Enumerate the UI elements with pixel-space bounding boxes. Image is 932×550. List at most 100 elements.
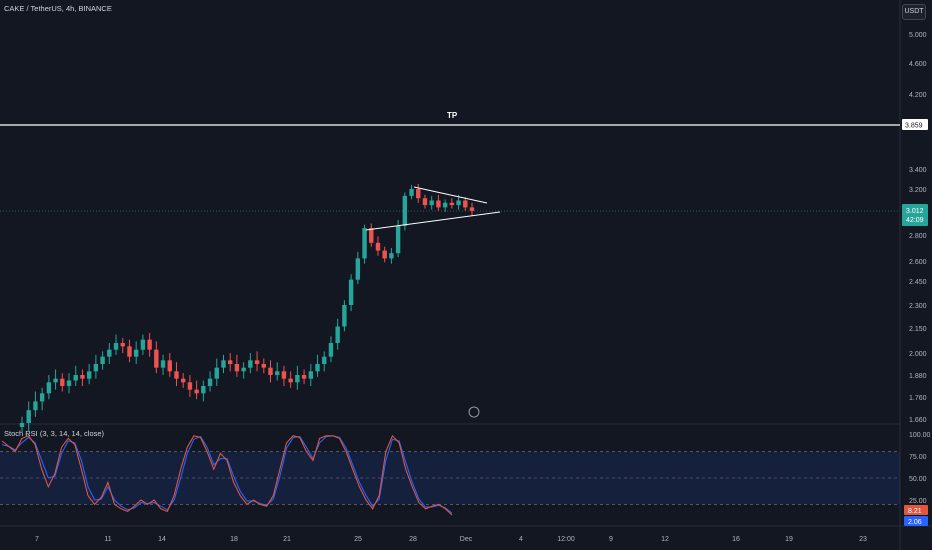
candle-body <box>93 364 99 372</box>
last-price-text: 3.012 <box>906 208 924 215</box>
symbol-title: CAKE / TetherUS, 4h, BINANCE <box>4 4 112 13</box>
candle-body <box>221 360 226 368</box>
candle-body <box>295 375 300 383</box>
candle-body <box>180 378 186 383</box>
candle-body <box>389 253 394 259</box>
candle-body <box>160 360 166 368</box>
price-tick-label: 2.450 <box>909 279 927 286</box>
candle-body <box>382 250 387 259</box>
candle-body <box>26 410 31 423</box>
candle-body <box>33 401 38 411</box>
candle-body <box>261 364 266 368</box>
countdown-text: 42:09 <box>906 217 924 224</box>
tp-label: TP <box>447 111 458 120</box>
candle-body <box>322 356 327 364</box>
candle-body <box>335 326 340 343</box>
candle-body <box>301 375 307 379</box>
time-tick-label: 16 <box>732 536 740 543</box>
candle-body <box>375 242 381 251</box>
candle-body <box>86 371 92 379</box>
candle-body <box>107 349 112 357</box>
time-tick-label: 19 <box>785 536 793 543</box>
rsi-tick-label: 100.00 <box>909 432 931 439</box>
time-tick-label: 21 <box>283 536 291 543</box>
candle-body <box>39 393 45 402</box>
candle-body <box>73 375 78 381</box>
candle-body <box>201 386 206 394</box>
candle-body <box>281 371 287 379</box>
candle-body <box>395 225 401 254</box>
last-price-badge <box>902 204 928 226</box>
price-tick-label: 3.200 <box>909 187 927 194</box>
price-tick-label: 2.300 <box>909 303 927 310</box>
stoch-k-value: 8.21 <box>908 508 922 515</box>
stoch-k-badge <box>904 505 928 515</box>
rsi-tick-label: 50.00 <box>909 476 927 483</box>
candle-body <box>248 360 253 368</box>
time-tick-label: 14 <box>158 536 166 543</box>
tp-price-badge <box>902 119 928 130</box>
candle-body <box>174 371 179 379</box>
price-tick-label: 5.000 <box>909 32 927 39</box>
candle-body <box>369 228 374 243</box>
time-tick-label: 25 <box>354 536 362 543</box>
candle-body <box>449 202 455 206</box>
candle-body <box>355 258 361 280</box>
candle-body <box>402 195 408 226</box>
rsi-tick-label: 75.00 <box>909 454 927 461</box>
candle-body <box>241 367 246 372</box>
time-tick-label: 28 <box>409 536 417 543</box>
candle-body <box>254 360 260 364</box>
candle-body <box>268 367 273 375</box>
price-tick-label: 1.880 <box>909 373 927 380</box>
time-tick-label: 4 <box>519 536 523 543</box>
time-tick-label: 18 <box>230 536 238 543</box>
candle-body <box>275 371 280 375</box>
candle-body <box>53 378 58 383</box>
stoch-d-badge <box>904 516 928 526</box>
candle-body <box>113 343 119 350</box>
candle-body <box>140 339 146 350</box>
candle-body <box>442 202 448 208</box>
stoch-d-line <box>1 435 453 514</box>
candle-body <box>456 200 461 206</box>
tp-price-text: 3.859 <box>905 123 923 130</box>
candle-body <box>469 207 475 211</box>
candle-body <box>120 343 125 347</box>
candle-body <box>66 380 72 386</box>
candle-body <box>167 360 172 372</box>
stoch-k-line <box>1 434 453 516</box>
candle-body <box>207 378 213 386</box>
indicator-label[interactable]: Stoch RSI (3, 3, 14, 14, close) <box>4 429 105 438</box>
time-tick-label: 11 <box>104 536 111 543</box>
price-tick-label: 2.800 <box>909 233 927 240</box>
candle-body <box>422 198 428 206</box>
time-tick-label: 7 <box>35 536 39 543</box>
triangle-lower-line <box>365 211 501 231</box>
price-tick-label: 3.400 <box>909 167 927 174</box>
candle-body <box>308 371 314 379</box>
candle-body <box>194 389 199 394</box>
candle-body <box>100 356 105 364</box>
candle-body <box>60 378 65 386</box>
candle-body <box>409 189 414 196</box>
candle-body <box>416 189 421 199</box>
price-tick-label: 2.000 <box>909 351 927 358</box>
price-tick-label: 2.150 <box>909 326 927 333</box>
candle-body <box>463 200 468 208</box>
price-tick-label: 1.760 <box>909 395 927 402</box>
currency-button[interactable]: USDT <box>902 4 926 20</box>
candle-body <box>46 382 52 394</box>
price-tick-label: 2.600 <box>909 259 927 266</box>
time-tick-label: 12 <box>661 536 669 543</box>
candle-body <box>342 305 347 327</box>
triangle-upper-line <box>413 186 488 204</box>
candle-body <box>328 343 334 357</box>
candle-body <box>19 423 25 427</box>
price-tick-label: 1.660 <box>909 417 927 424</box>
candle-body <box>228 360 233 364</box>
candle-body <box>429 200 434 206</box>
lightning-icon <box>468 406 480 418</box>
candle-body <box>288 378 293 383</box>
